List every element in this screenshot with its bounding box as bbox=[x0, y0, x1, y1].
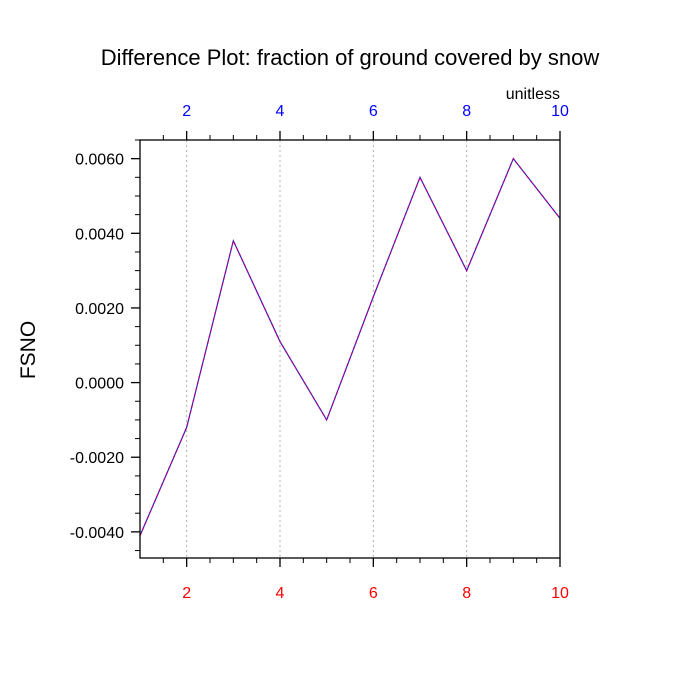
y-axis-label: FSNO bbox=[17, 321, 40, 379]
x-tick-label-top: 10 bbox=[551, 103, 569, 120]
y-tick-label: -0.0040 bbox=[70, 525, 124, 542]
data-series bbox=[139, 157, 561, 536]
x-tick-label-bottom: 10 bbox=[551, 585, 569, 602]
y-tick-label: 0.0060 bbox=[75, 152, 124, 169]
y-tick-label: 0.0040 bbox=[75, 226, 124, 243]
y-tick-label: -0.0020 bbox=[70, 450, 124, 467]
x-tick-label-bottom: 8 bbox=[462, 585, 471, 602]
x-tick-label-bottom: 6 bbox=[369, 585, 378, 602]
x-tick-label-top: 2 bbox=[182, 103, 191, 120]
x-tick-label-top: 4 bbox=[276, 103, 285, 120]
units-label: unitless bbox=[506, 86, 560, 103]
x-tick-label-top: 8 bbox=[462, 103, 471, 120]
tick-labels: 2 2 4 4 6 6 8 8 10 10 -0.0040 -0.0020 0.0000 0.0020 0.… bbox=[70, 103, 569, 602]
series-line-dash bbox=[139, 157, 561, 536]
y-tick-label: 0.0020 bbox=[75, 301, 124, 318]
plot-frame bbox=[139, 139, 561, 559]
chart-title: Difference Plot: fraction of ground cove… bbox=[101, 45, 600, 70]
x-tick-label-top: 6 bbox=[369, 103, 378, 120]
x-tick-label-bottom: 4 bbox=[276, 585, 285, 602]
series-line bbox=[139, 157, 561, 536]
axis-ticks bbox=[131, 131, 561, 567]
grid-lines bbox=[186, 140, 468, 558]
y-tick-label: 0.0000 bbox=[75, 376, 124, 393]
x-tick-label-bottom: 2 bbox=[182, 585, 191, 602]
